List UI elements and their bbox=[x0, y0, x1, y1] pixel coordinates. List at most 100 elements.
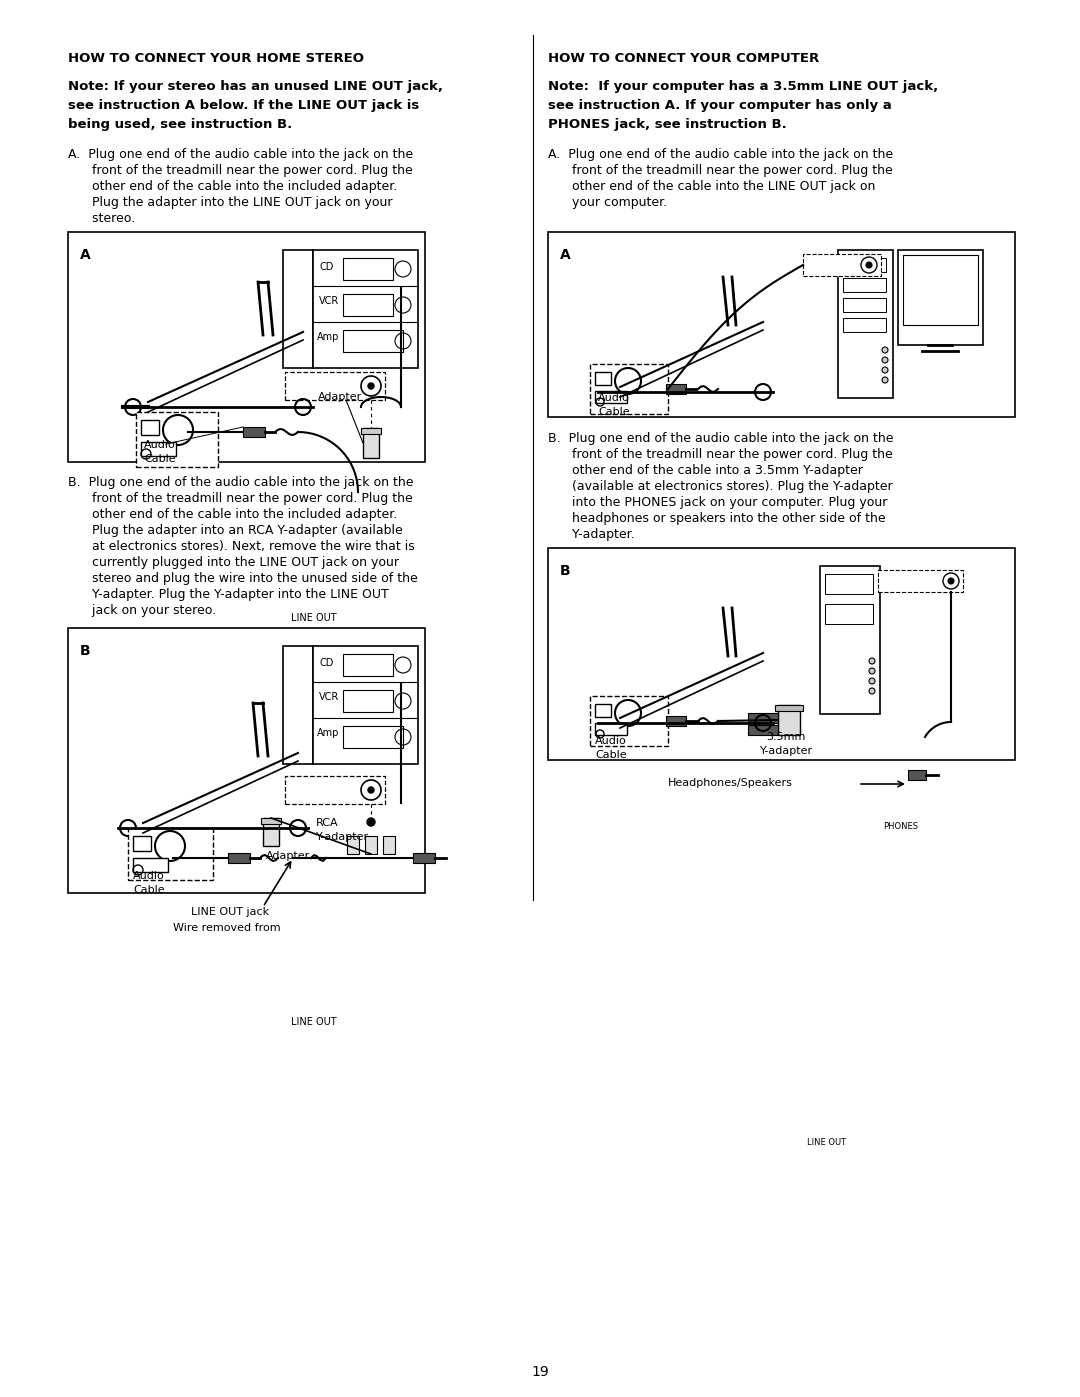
Text: B.  Plug one end of the audio cable into the jack on the: B. Plug one end of the audio cable into … bbox=[548, 432, 893, 446]
Text: front of the treadmill near the power cord. Plug the: front of the treadmill near the power co… bbox=[548, 163, 893, 177]
Bar bbox=[68, 232, 426, 462]
Bar bbox=[548, 548, 1015, 760]
Bar bbox=[825, 604, 873, 624]
Bar bbox=[361, 427, 381, 434]
Bar bbox=[595, 372, 611, 386]
Text: headphones or speakers into the other side of the: headphones or speakers into the other si… bbox=[548, 511, 886, 525]
Text: VCR: VCR bbox=[319, 692, 339, 703]
Bar bbox=[383, 835, 395, 854]
Bar bbox=[878, 570, 963, 592]
Text: Adapter: Adapter bbox=[266, 851, 310, 861]
Text: Headphones/Speakers: Headphones/Speakers bbox=[669, 778, 793, 788]
Text: A.  Plug one end of the audio cable into the jack on the: A. Plug one end of the audio cable into … bbox=[548, 148, 893, 161]
Bar bbox=[748, 712, 778, 724]
Circle shape bbox=[948, 578, 954, 584]
Bar bbox=[838, 250, 893, 398]
Circle shape bbox=[869, 678, 875, 685]
Bar bbox=[285, 372, 384, 400]
Text: currently plugged into the LINE OUT jack on your: currently plugged into the LINE OUT jack… bbox=[68, 556, 399, 569]
Circle shape bbox=[882, 377, 888, 383]
Text: CD: CD bbox=[319, 263, 334, 272]
Bar bbox=[343, 726, 403, 747]
Bar bbox=[343, 330, 403, 352]
Bar bbox=[283, 645, 313, 764]
Text: at electronics stores). Next, remove the wire that is: at electronics stores). Next, remove the… bbox=[68, 541, 415, 553]
Bar bbox=[843, 278, 886, 292]
Text: front of the treadmill near the power cord. Plug the: front of the treadmill near the power co… bbox=[68, 492, 413, 504]
Bar bbox=[343, 690, 393, 712]
Text: A.  Plug one end of the audio cable into the jack on the: A. Plug one end of the audio cable into … bbox=[68, 148, 414, 161]
Text: Plug the adapter into an RCA Y-adapter (available: Plug the adapter into an RCA Y-adapter (… bbox=[68, 524, 403, 536]
Text: HOW TO CONNECT YOUR COMPUTER: HOW TO CONNECT YOUR COMPUTER bbox=[548, 52, 820, 66]
Bar bbox=[666, 384, 686, 394]
Text: Amp: Amp bbox=[318, 728, 339, 738]
Circle shape bbox=[869, 687, 875, 694]
Text: Y-adapter: Y-adapter bbox=[760, 746, 813, 756]
Text: Audio: Audio bbox=[144, 440, 176, 450]
Circle shape bbox=[367, 819, 375, 826]
Circle shape bbox=[882, 358, 888, 363]
Text: LINE OUT: LINE OUT bbox=[291, 1017, 337, 1027]
Text: front of the treadmill near the power cord. Plug the: front of the treadmill near the power co… bbox=[548, 448, 893, 461]
Text: Note: If your stereo has an unused LINE OUT jack,: Note: If your stereo has an unused LINE … bbox=[68, 80, 443, 94]
Bar bbox=[228, 854, 249, 863]
Text: HOW TO CONNECT YOUR HOME STEREO: HOW TO CONNECT YOUR HOME STEREO bbox=[68, 52, 364, 66]
Bar bbox=[413, 854, 435, 863]
Bar bbox=[825, 574, 873, 594]
Text: Cable: Cable bbox=[595, 750, 626, 760]
Text: B: B bbox=[80, 644, 91, 658]
Bar bbox=[141, 420, 159, 434]
Text: LINE OUT jack: LINE OUT jack bbox=[191, 907, 269, 916]
Text: LINE OUT: LINE OUT bbox=[807, 1139, 846, 1147]
Circle shape bbox=[866, 263, 872, 268]
Text: 3.5mm: 3.5mm bbox=[766, 732, 806, 742]
Circle shape bbox=[869, 658, 875, 664]
Bar bbox=[343, 654, 393, 676]
Bar bbox=[133, 835, 151, 851]
Text: PHONES: PHONES bbox=[883, 821, 918, 831]
Text: Y-adapter: Y-adapter bbox=[316, 833, 369, 842]
Text: other end of the cable into a 3.5mm Y-adapter: other end of the cable into a 3.5mm Y-ad… bbox=[548, 464, 863, 476]
Bar bbox=[820, 566, 880, 714]
Text: Adapter: Adapter bbox=[318, 393, 362, 402]
Circle shape bbox=[869, 668, 875, 673]
Bar bbox=[363, 427, 379, 458]
Text: see instruction A. If your computer has only a: see instruction A. If your computer has … bbox=[548, 99, 892, 112]
Text: Note:  If your computer has a 3.5mm LINE OUT jack,: Note: If your computer has a 3.5mm LINE … bbox=[548, 80, 939, 94]
Text: LINE OUT: LINE OUT bbox=[291, 613, 337, 623]
Bar bbox=[243, 427, 265, 437]
Text: Wire removed from: Wire removed from bbox=[173, 923, 281, 933]
Text: into the PHONES jack on your computer. Plug your: into the PHONES jack on your computer. P… bbox=[548, 496, 888, 509]
Text: A: A bbox=[561, 249, 570, 263]
Text: being used, see instruction B.: being used, see instruction B. bbox=[68, 117, 293, 131]
Text: Cable: Cable bbox=[598, 407, 630, 416]
Bar bbox=[748, 725, 778, 735]
Bar bbox=[775, 705, 804, 711]
Text: Audio: Audio bbox=[133, 870, 165, 882]
Bar bbox=[68, 629, 426, 893]
Bar bbox=[843, 319, 886, 332]
Bar bbox=[590, 696, 669, 746]
Text: PHONES jack, see instruction B.: PHONES jack, see instruction B. bbox=[548, 117, 786, 131]
Text: jack on your stereo.: jack on your stereo. bbox=[68, 604, 216, 617]
Bar bbox=[264, 819, 279, 847]
Bar bbox=[548, 232, 1015, 416]
Text: A: A bbox=[80, 249, 91, 263]
Bar bbox=[133, 858, 168, 872]
Text: 19: 19 bbox=[531, 1365, 549, 1379]
Circle shape bbox=[882, 367, 888, 373]
Text: Y-adapter.: Y-adapter. bbox=[548, 528, 635, 541]
Text: other end of the cable into the LINE OUT jack on: other end of the cable into the LINE OUT… bbox=[548, 180, 876, 193]
Text: your computer.: your computer. bbox=[548, 196, 667, 210]
Text: Audio: Audio bbox=[598, 393, 630, 402]
Bar bbox=[595, 391, 627, 402]
Circle shape bbox=[882, 346, 888, 353]
Text: Amp: Amp bbox=[318, 332, 339, 342]
Text: VCR: VCR bbox=[319, 296, 339, 306]
Bar bbox=[261, 819, 281, 824]
Bar bbox=[347, 835, 359, 854]
Text: CD: CD bbox=[319, 658, 334, 668]
Text: stereo and plug the wire into the unused side of the: stereo and plug the wire into the unused… bbox=[68, 571, 418, 585]
Text: B.  Plug one end of the audio cable into the jack on the: B. Plug one end of the audio cable into … bbox=[68, 476, 414, 489]
Text: Cable: Cable bbox=[133, 886, 164, 895]
